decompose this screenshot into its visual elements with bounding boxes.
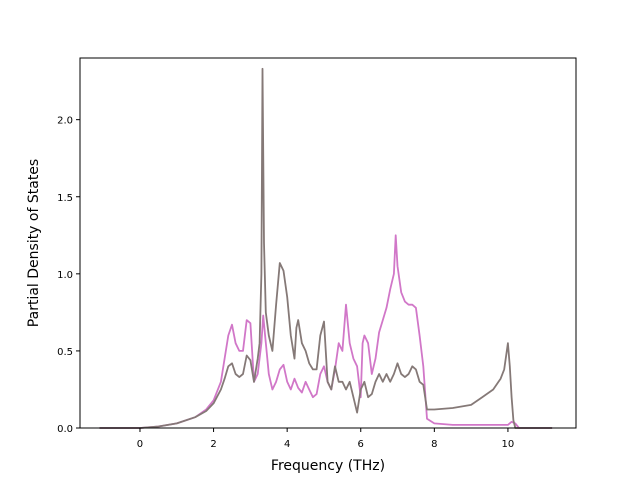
series-line-2 (99, 67, 553, 429)
x-tick-label: 8 (431, 439, 437, 450)
x-tick-label: 6 (358, 439, 364, 450)
x-tick-label: 4 (284, 439, 290, 450)
y-tick-label: 1.5 (57, 193, 73, 204)
x-axis-label: Frequency (THz) (271, 458, 385, 474)
x-tick-label: 10 (502, 439, 515, 450)
y-tick-label: 2.0 (57, 116, 73, 127)
x-tick-label: 2 (210, 439, 216, 450)
x-tick-label: 0 (137, 439, 143, 450)
y-axis-label: Partial Density of States (26, 159, 42, 327)
y-axis-ticks: 0.0 0.5 1.0 1.5 2.0 (57, 116, 80, 435)
axes-frame (79, 57, 577, 429)
x-axis-ticks: 0 2 4 6 8 10 (137, 428, 515, 450)
series-layer (99, 67, 553, 429)
plot-area (79, 57, 577, 429)
y-tick-label: 0.5 (57, 347, 73, 358)
y-tick-label: 0.0 (57, 424, 73, 435)
y-tick-label: 1.0 (57, 270, 73, 281)
